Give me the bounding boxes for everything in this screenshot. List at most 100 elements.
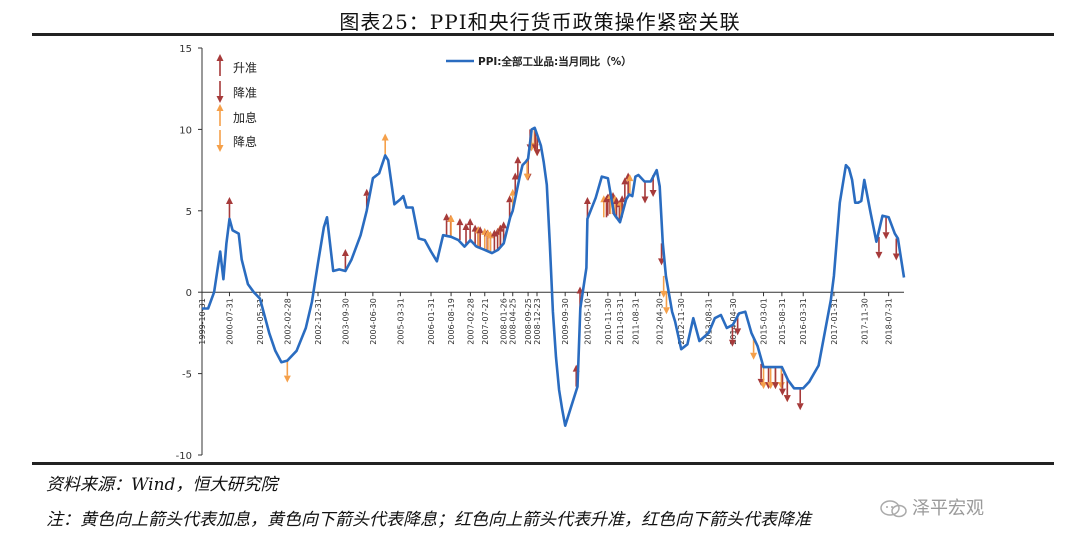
rrr-up-marker — [621, 177, 629, 200]
arrow-head — [500, 221, 508, 229]
x-tick-label: 2010-05-10 — [583, 298, 592, 345]
arrow-head — [447, 214, 455, 222]
y-tick-label: -5 — [182, 370, 192, 381]
bottom-rule — [32, 462, 1054, 465]
arrow-head — [225, 196, 233, 204]
arrow-head — [728, 339, 736, 347]
y-tick-label: 0 — [186, 288, 192, 299]
x-tick-label: 2002-12-31 — [314, 298, 323, 345]
x-tick-label: 2012-11-30 — [677, 298, 686, 345]
arrow-head — [660, 290, 668, 298]
arrow-head — [771, 382, 779, 390]
rate-up-marker — [447, 214, 455, 237]
legend-arrow-rrr-down — [216, 81, 224, 103]
x-tick-label: 2005-03-31 — [396, 298, 405, 345]
x-tick-label: 2012-04-30 — [656, 298, 665, 345]
arrow-head — [511, 172, 519, 180]
x-tick-label: 2009-09-30 — [561, 298, 570, 345]
rrr-down-marker — [728, 324, 736, 347]
arrow-head — [767, 382, 775, 390]
rate-down-marker — [660, 275, 668, 298]
arrow-head — [621, 177, 629, 185]
x-tick-label: 2016-03-31 — [799, 298, 808, 345]
x-tick-label: 2011-08-31 — [631, 298, 640, 345]
arrow-head — [892, 253, 900, 261]
rrr-down-marker — [796, 388, 804, 411]
arrow-head — [462, 222, 470, 230]
legend-arrow-rate-up — [216, 104, 224, 126]
x-tick-label: 2015-03-01 — [760, 298, 769, 345]
x-tick-label: 2006-01-31 — [427, 298, 436, 345]
x-tick-label: 2004-06-30 — [369, 298, 378, 345]
x-tick-label: 2001-05-31 — [256, 298, 265, 345]
rrr-down-marker — [882, 217, 890, 240]
x-tick-label: 2002-02-28 — [283, 298, 292, 345]
arrow-head — [283, 375, 291, 383]
rate-down-marker — [662, 292, 670, 315]
x-tick-label: 2006-08-19 — [447, 298, 456, 345]
arrow-head — [476, 226, 484, 234]
x-tick-label: 2008-01-26 — [500, 298, 509, 345]
rrr-up-marker — [456, 218, 464, 241]
legend-arrow-rrr-up — [216, 54, 224, 76]
arrow-head — [626, 174, 634, 182]
legend-label-rate-up: 加息 — [233, 110, 257, 125]
arrow-head — [216, 145, 224, 152]
x-tick-label: 2008-04-25 — [509, 298, 518, 345]
x-tick-label: 1999-10-31 — [198, 298, 207, 345]
rrr-up-marker — [462, 222, 470, 245]
arrow-head — [734, 328, 742, 336]
y-tick-label: 15 — [179, 44, 192, 55]
arrow-head — [662, 307, 670, 315]
arrow-head — [613, 196, 621, 204]
x-tick-label: 2008-12-23 — [533, 298, 542, 345]
arrow-head — [618, 195, 626, 203]
arrow-head — [341, 249, 349, 257]
arrow-head — [363, 188, 371, 196]
arrow-head — [583, 196, 591, 204]
chart-ticks: -10 -5 0 5 10 15 1999-10-31 2000-07-31 2001-05-3… — [176, 44, 894, 462]
source-note: 资料来源：Wind，恒大研究院 — [46, 475, 278, 495]
rate-down-marker — [760, 367, 768, 390]
watermark-text: 泽平宏观 — [912, 498, 984, 519]
watermark: 泽平宏观 — [880, 494, 984, 520]
chart-axes — [201, 48, 904, 455]
arrow-head — [760, 382, 768, 390]
rrr-down-marker — [641, 181, 649, 204]
x-tick-label: 2008-09-25 — [524, 298, 533, 345]
rrr-down-marker — [771, 367, 779, 390]
arrow-head — [649, 189, 657, 197]
legend-label-rrr-down: 降准 — [233, 86, 257, 100]
arrow-head — [882, 232, 890, 240]
arrow-head — [456, 218, 464, 226]
arrow-head — [216, 104, 224, 111]
rrr-up-marker — [225, 196, 233, 219]
arrow-head — [796, 403, 804, 411]
x-tick-label: 2000-07-31 — [225, 298, 234, 345]
rrr-down-marker — [783, 380, 791, 403]
x-tick-label: 2018-07-31 — [885, 298, 894, 345]
arrow-head — [381, 133, 389, 141]
arrow-head — [533, 149, 541, 157]
arrow-head — [783, 395, 791, 403]
wechat-icon — [880, 500, 907, 518]
x-tick-label: 2015-08-31 — [778, 298, 787, 345]
x-tick-label: 2010-11-30 — [604, 298, 613, 345]
x-tick-label: 2013-08-31 — [705, 298, 714, 345]
arrow-head — [443, 213, 451, 221]
rrr-up-marker — [506, 195, 514, 218]
ppi-series-line — [202, 126, 906, 427]
arrow-head — [875, 251, 883, 259]
rrr-up-marker — [476, 226, 484, 249]
x-tick-label: 2003-09-30 — [341, 298, 350, 345]
y-tick-label: 5 — [186, 207, 192, 218]
rrr-up-marker — [443, 213, 451, 236]
x-tick-label: 2007-02-28 — [466, 298, 475, 345]
legend-note: 注：黄色向上箭头代表加息，黄色向下箭头代表降息；红色向上箭头代表升准，红色向下箭… — [46, 510, 811, 530]
rrr-up-marker — [466, 218, 474, 241]
arrow-head — [641, 196, 649, 204]
top-rule — [32, 33, 1054, 36]
legend-label-rate-down: 降息 — [233, 134, 257, 149]
x-tick-label: 2017-11-30 — [860, 298, 869, 345]
